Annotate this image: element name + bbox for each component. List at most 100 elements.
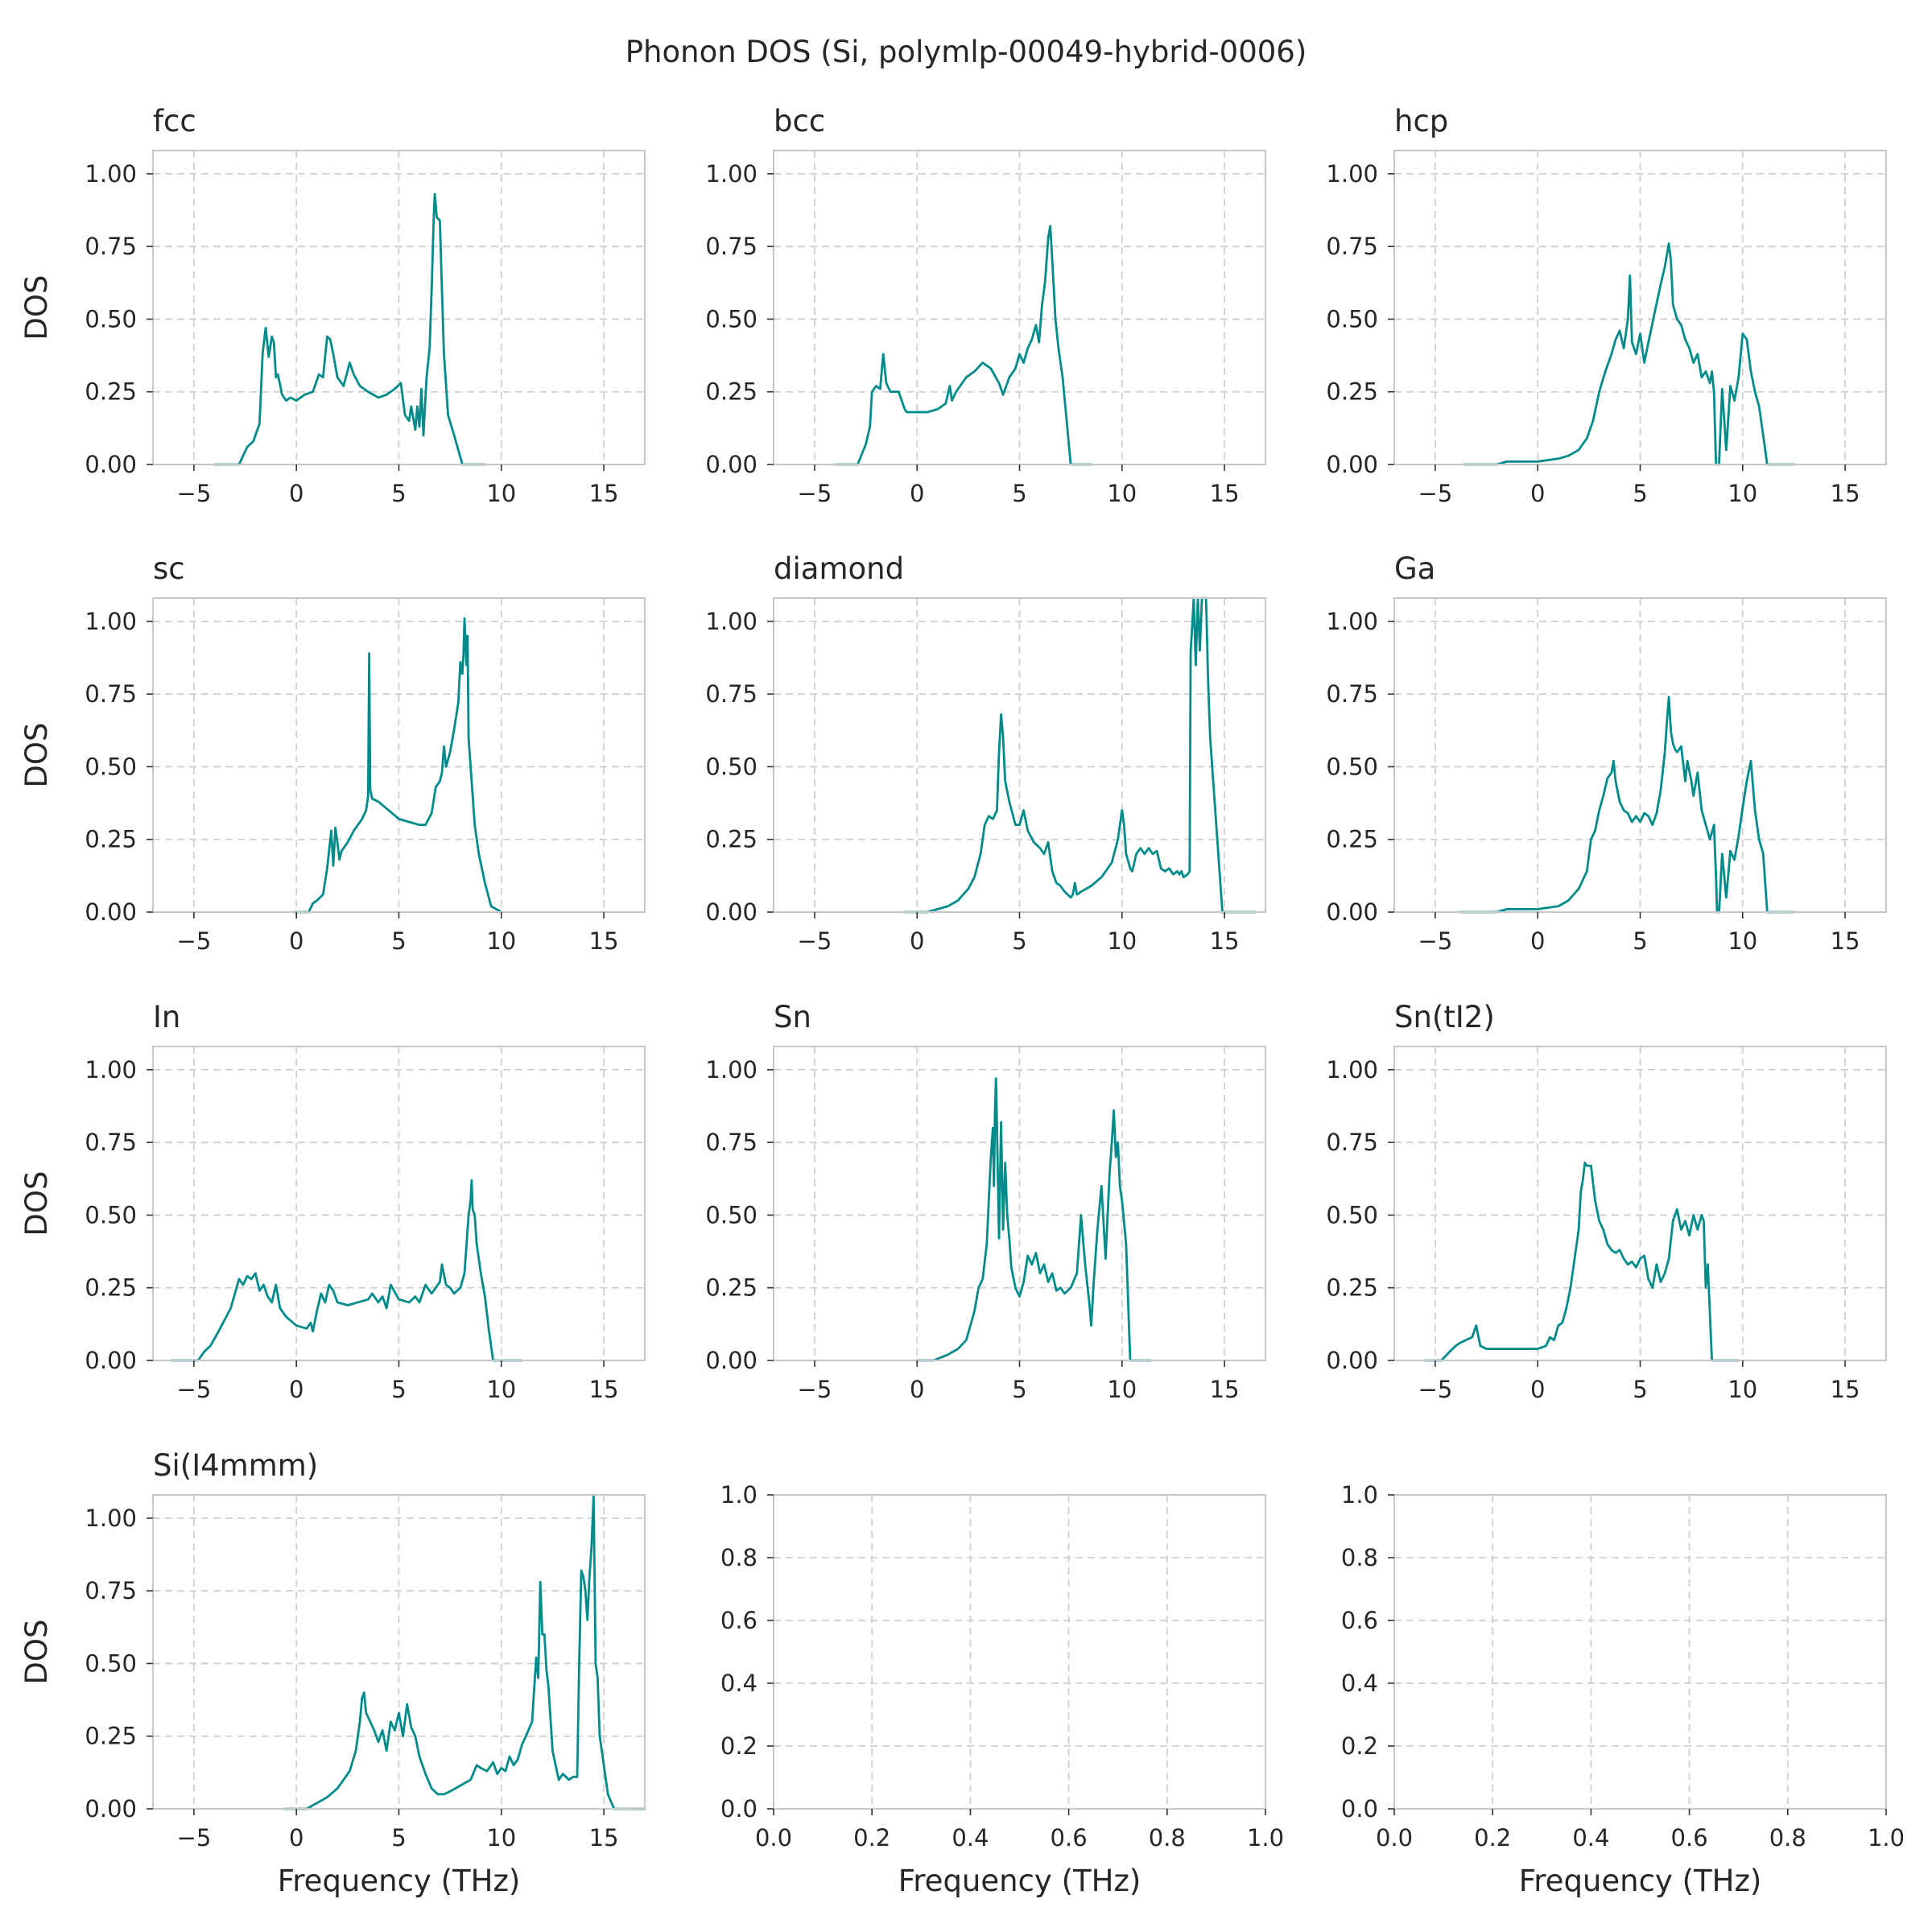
y-tick-label: 0.00	[85, 898, 137, 926]
x-tick-label: −5	[1418, 927, 1453, 955]
y-tick-label: 1.00	[85, 1505, 137, 1532]
y-tick-label: 0.75	[1326, 680, 1378, 708]
panel-title: Sn	[774, 1000, 811, 1034]
y-tick-label: 0.4	[720, 1670, 758, 1697]
dos-curve-fcc	[213, 192, 486, 466]
y-tick-label: 0.00	[705, 451, 758, 478]
y-tick-label: 0.50	[705, 1201, 758, 1228]
y-tick-label: 0.00	[1326, 898, 1378, 926]
y-tick-label: 0.00	[85, 1795, 137, 1823]
x-tick-label: −5	[1418, 1376, 1453, 1403]
y-tick-label: 0.0	[1341, 1795, 1378, 1823]
x-tick-label: 0.8	[1769, 1824, 1806, 1852]
y-tick-label: 0.25	[705, 378, 758, 406]
panel-sn-ti2-8: −5 0 5 10 15 0.00 0.25 0.50 0.75 1.00 Sn(tI2)	[1326, 1000, 1888, 1403]
y-tick-label: 0.50	[85, 305, 137, 332]
y-tick-label: 0.00	[1326, 1347, 1378, 1374]
y-tick-label: 0.25	[1326, 826, 1378, 853]
y-tick-label: 0.75	[85, 1129, 137, 1156]
x-tick-label: 0	[1530, 480, 1545, 507]
y-tick-label: 0.75	[85, 233, 137, 260]
axes-frame	[1393, 1493, 1888, 1810]
y-tick-label: 0.00	[705, 1347, 758, 1374]
x-tick-label: 15	[589, 480, 619, 507]
x-tick-label: 5	[1633, 927, 1647, 955]
x-tick-label: 10	[1107, 480, 1137, 507]
x-tick-label: 15	[1210, 480, 1240, 507]
y-tick-label: 0.6	[720, 1607, 758, 1634]
x-tick-label: −5	[177, 480, 212, 507]
panel-title: Si(I4mmm)	[153, 1448, 318, 1483]
panel-title: fcc	[153, 104, 196, 138]
x-axis-label: Frequency (THz)	[1519, 1864, 1762, 1898]
y-tick-label: 0.8	[1341, 1544, 1378, 1571]
dos-curve-bcc	[834, 225, 1092, 466]
x-tick-label: 0.2	[853, 1824, 890, 1852]
y-tick-label: 0.75	[705, 1129, 758, 1156]
x-tick-label: 15	[589, 1824, 619, 1852]
x-tick-label: 15	[1831, 1376, 1860, 1403]
y-tick-label: 0.25	[85, 1274, 137, 1302]
dos-curve-sn	[915, 1077, 1152, 1362]
x-axis-label: Frequency (THz)	[898, 1864, 1141, 1898]
y-tick-label: 0.25	[1326, 378, 1378, 406]
y-tick-label: 0.75	[1326, 1129, 1378, 1156]
x-tick-label: 5	[391, 927, 406, 955]
y-tick-label: 1.00	[1326, 160, 1378, 188]
x-tick-label: 15	[1831, 927, 1860, 955]
x-tick-label: −5	[798, 927, 832, 955]
y-tick-label: 0.8	[720, 1544, 758, 1571]
y-tick-label: 0.4	[1341, 1670, 1378, 1697]
x-tick-label: 0	[289, 927, 303, 955]
x-tick-label: 0.6	[1051, 1824, 1088, 1852]
figure-title: Phonon DOS (Si, polymlp-00049-hybrid-000…	[625, 35, 1307, 69]
y-tick-label: 1.00	[705, 160, 758, 188]
dos-curve-in	[170, 1179, 523, 1362]
x-tick-label: 0.0	[755, 1824, 792, 1852]
x-tick-label: 0	[289, 1824, 303, 1852]
x-tick-label: −5	[177, 1376, 212, 1403]
y-tick-label: 1.00	[85, 160, 137, 188]
x-tick-label: 10	[1728, 480, 1757, 507]
x-tick-label: 0.4	[1572, 1824, 1609, 1852]
y-axis-label: DOS	[19, 1170, 54, 1236]
x-tick-label: 5	[391, 1376, 406, 1403]
panel-title: Sn(tI2)	[1394, 1000, 1495, 1034]
y-tick-label: 0.2	[1341, 1732, 1378, 1760]
y-tick-label: 0.6	[1341, 1607, 1378, 1634]
y-tick-label: 1.0	[720, 1481, 758, 1509]
panel-title: sc	[153, 551, 185, 586]
panel-title: hcp	[1394, 104, 1448, 138]
y-tick-label: 0.00	[1326, 451, 1378, 478]
panel-sn-7: −5 0 5 10 15 0.00 0.25 0.50 0.75 1.00 Sn	[705, 1000, 1267, 1403]
x-tick-label: 1.0	[1868, 1824, 1905, 1852]
x-tick-label: 0	[910, 927, 924, 955]
x-tick-label: 10	[486, 1824, 516, 1852]
y-tick-label: 0.75	[85, 1577, 137, 1604]
dos-curve-diamond	[903, 597, 1257, 914]
x-tick-label: −5	[177, 927, 212, 955]
x-tick-label: 10	[486, 927, 516, 955]
y-tick-label: 1.00	[1326, 1056, 1378, 1084]
y-tick-label: 0.00	[705, 898, 758, 926]
x-tick-label: −5	[798, 1376, 832, 1403]
y-tick-label: 0.25	[705, 1274, 758, 1302]
dos-curve-ga	[1459, 696, 1795, 914]
y-tick-label: 0.50	[1326, 305, 1378, 332]
y-tick-label: 0.25	[85, 1723, 137, 1750]
y-tick-label: 0.75	[85, 680, 137, 708]
x-tick-label: 10	[1728, 1376, 1757, 1403]
panel-si-i4mmm-9: −5 0 5 10 15 0.00 0.25 0.50 0.75 1.00 Si(I4mmm) DOS…	[19, 1448, 646, 1898]
x-tick-label: 15	[589, 1376, 619, 1403]
panel-ga-5: −5 0 5 10 15 0.00 0.25 0.50 0.75 1.00 Ga	[1326, 551, 1888, 955]
panel-fcc-0: −5 0 5 10 15 0.00 0.25 0.50 0.75 1.00 fcc DOS	[19, 104, 646, 507]
dos-curve-si-i4mmm	[283, 1493, 646, 1810]
y-tick-label: 0.50	[1326, 1201, 1378, 1228]
y-tick-label: 1.00	[1326, 608, 1378, 635]
x-tick-label: 0.0	[1376, 1824, 1413, 1852]
y-tick-label: 0.25	[85, 826, 137, 853]
x-tick-label: 10	[1728, 927, 1757, 955]
x-tick-label: 0	[1530, 927, 1545, 955]
panel-title: bcc	[774, 104, 825, 138]
